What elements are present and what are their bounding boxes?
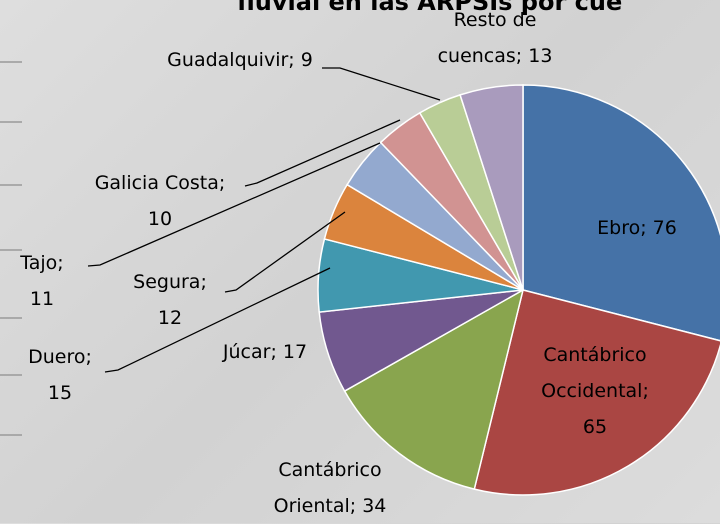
data-label: Segura; 12 <box>133 271 207 329</box>
data-label: Ebro; 76 <box>597 217 677 239</box>
pie-slice <box>522 84 720 342</box>
data-label: Cantábrico Oriental; 34 <box>273 459 387 517</box>
data-label: Duero; 15 <box>28 346 92 404</box>
data-label: Júcar; 17 <box>222 341 308 363</box>
decoration <box>0 61 22 436</box>
data-label: Cantábrico Occidental; 65 <box>541 344 649 438</box>
pie-slice <box>473 289 720 496</box>
pie-slice <box>343 288 525 491</box>
data-label: Galicia Costa; 10 <box>94 172 226 230</box>
chart-title: fluvial en las ARPSIs por cue <box>237 0 623 16</box>
data-label: Resto de cuencas; 13 <box>437 9 553 67</box>
pie-slice <box>459 84 524 291</box>
leader-lines <box>87 67 441 373</box>
data-label: Guadalquivir; 9 <box>167 49 313 71</box>
data-label: Tajo; 11 <box>20 252 64 310</box>
